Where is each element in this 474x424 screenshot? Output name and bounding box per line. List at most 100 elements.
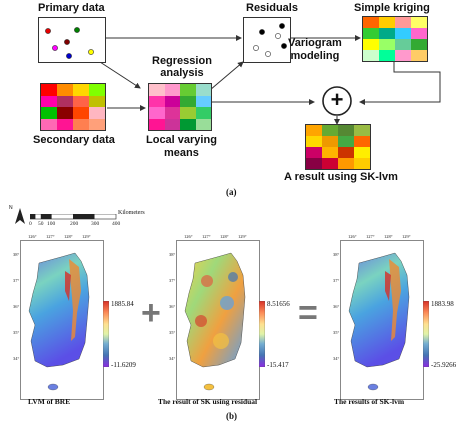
grid-cell xyxy=(41,118,57,130)
result-label: A result using SK-lvm xyxy=(284,171,398,183)
data-point xyxy=(253,45,259,51)
korea-map-3 xyxy=(348,252,410,391)
residuals-box xyxy=(243,17,291,63)
grid-cell xyxy=(411,50,427,61)
latitude-tick: 38° xyxy=(13,252,20,257)
grid-cell xyxy=(363,28,379,39)
longitude-tick: 129° xyxy=(82,234,91,239)
grid-cell xyxy=(395,39,411,50)
plus-operator: + xyxy=(141,294,161,332)
simple-kriging-label: Simple kriging xyxy=(354,2,430,14)
grid-cell xyxy=(164,95,180,107)
grid-cell xyxy=(73,118,89,130)
scale-tick: 300 xyxy=(91,221,100,227)
grid-cell xyxy=(379,39,395,50)
grid-cell xyxy=(379,28,395,39)
longitude-tick: 129° xyxy=(402,234,411,239)
map-sk-lvm xyxy=(340,240,424,400)
secondary-data-grid xyxy=(40,83,106,131)
colorbar-3-min: -25.9266 xyxy=(431,361,457,369)
grid-cell xyxy=(354,147,370,158)
regression-label-line2: analysis xyxy=(160,67,204,79)
residuals-label: Residuals xyxy=(246,2,298,14)
latitude-tick: 36° xyxy=(13,304,20,309)
lvm-label-line2: means xyxy=(164,147,199,159)
data-point xyxy=(45,28,51,34)
grid-cell xyxy=(379,17,395,28)
map-1-label: LVM of BRE xyxy=(28,397,71,406)
latitude-tick: 35° xyxy=(169,330,176,335)
data-point xyxy=(265,51,271,57)
primary-points xyxy=(45,27,94,59)
korea-map-1 xyxy=(28,252,90,391)
grid-cell xyxy=(180,118,196,130)
grid-cell xyxy=(57,107,73,119)
variogram-modeling-label: Variogram modeling xyxy=(288,37,342,63)
grid-cell xyxy=(195,84,211,96)
grid-cell xyxy=(411,39,427,50)
grid-cell xyxy=(363,50,379,61)
grid-cell xyxy=(354,158,370,169)
secondary-data-label: Secondary data xyxy=(33,134,115,146)
scale-tick: 400 xyxy=(112,221,121,227)
map-2-label: The result of SK using residual xyxy=(158,397,258,406)
longitude-tick: 126° xyxy=(28,234,37,239)
scale-tick: 200 xyxy=(70,221,79,227)
arrow-primary-to-regression xyxy=(99,61,141,89)
grid-cell xyxy=(354,125,370,136)
arrow-lvm-to-residuals xyxy=(209,61,244,91)
result-grid xyxy=(305,124,371,170)
latitude-tick: 36° xyxy=(169,304,176,309)
grid-cell xyxy=(57,118,73,130)
grid-cell xyxy=(89,118,105,130)
residual-points xyxy=(253,23,287,57)
grid-cell xyxy=(411,17,427,28)
latitude-tick: 34° xyxy=(13,356,20,361)
data-point xyxy=(259,29,265,35)
longitude-tick: 128° xyxy=(384,234,393,239)
grid-cell xyxy=(41,84,57,96)
colorbar-1 xyxy=(103,301,109,367)
grid-cell xyxy=(149,84,165,96)
colorbar-1-min: -11.6209 xyxy=(111,361,136,369)
grid-cell xyxy=(306,125,322,136)
data-point xyxy=(88,49,94,55)
latitude-tick: 34° xyxy=(333,356,340,361)
longitude-tick: 127° xyxy=(46,234,55,239)
grid-cell xyxy=(149,107,165,119)
colorbar-3-max: 1883.98 xyxy=(431,300,454,308)
scale-unit: Kilometers xyxy=(118,210,145,216)
scale-tick: 0 xyxy=(29,221,32,227)
primary-data-box xyxy=(38,17,106,63)
variogram-label-line1: Variogram xyxy=(288,37,342,49)
scale-bar xyxy=(30,214,117,220)
primary-data-label: Primary data xyxy=(38,2,105,14)
latitude-tick: 36° xyxy=(333,304,340,309)
grid-cell xyxy=(180,84,196,96)
regression-analysis-label: Regression analysis xyxy=(152,55,212,79)
colorbar-2 xyxy=(259,301,265,367)
longitude-tick: 127° xyxy=(202,234,211,239)
colorbar-2-min: -15.417 xyxy=(267,361,289,369)
longitude-tick: 129° xyxy=(238,234,247,239)
grid-cell xyxy=(322,147,338,158)
data-point xyxy=(281,43,287,49)
grid-cell xyxy=(164,107,180,119)
north-arrow-icon xyxy=(15,208,25,224)
grid-cell xyxy=(41,107,57,119)
longitude-tick: 126° xyxy=(184,234,193,239)
grid-cell xyxy=(195,95,211,107)
grid-cell xyxy=(73,107,89,119)
grid-cell xyxy=(149,95,165,107)
grid-cell xyxy=(306,147,322,158)
grid-cell xyxy=(195,118,211,130)
plus-circle xyxy=(322,86,352,116)
latitude-tick: 38° xyxy=(333,252,340,257)
colorbar-1-max: 1885.84 xyxy=(111,300,134,308)
grid-cell xyxy=(57,84,73,96)
grid-cell xyxy=(180,107,196,119)
latitude-tick: 35° xyxy=(13,330,20,335)
lvm-label-line1: Local varying xyxy=(146,134,217,146)
latitude-tick: 34° xyxy=(169,356,176,361)
grid-cell xyxy=(379,50,395,61)
